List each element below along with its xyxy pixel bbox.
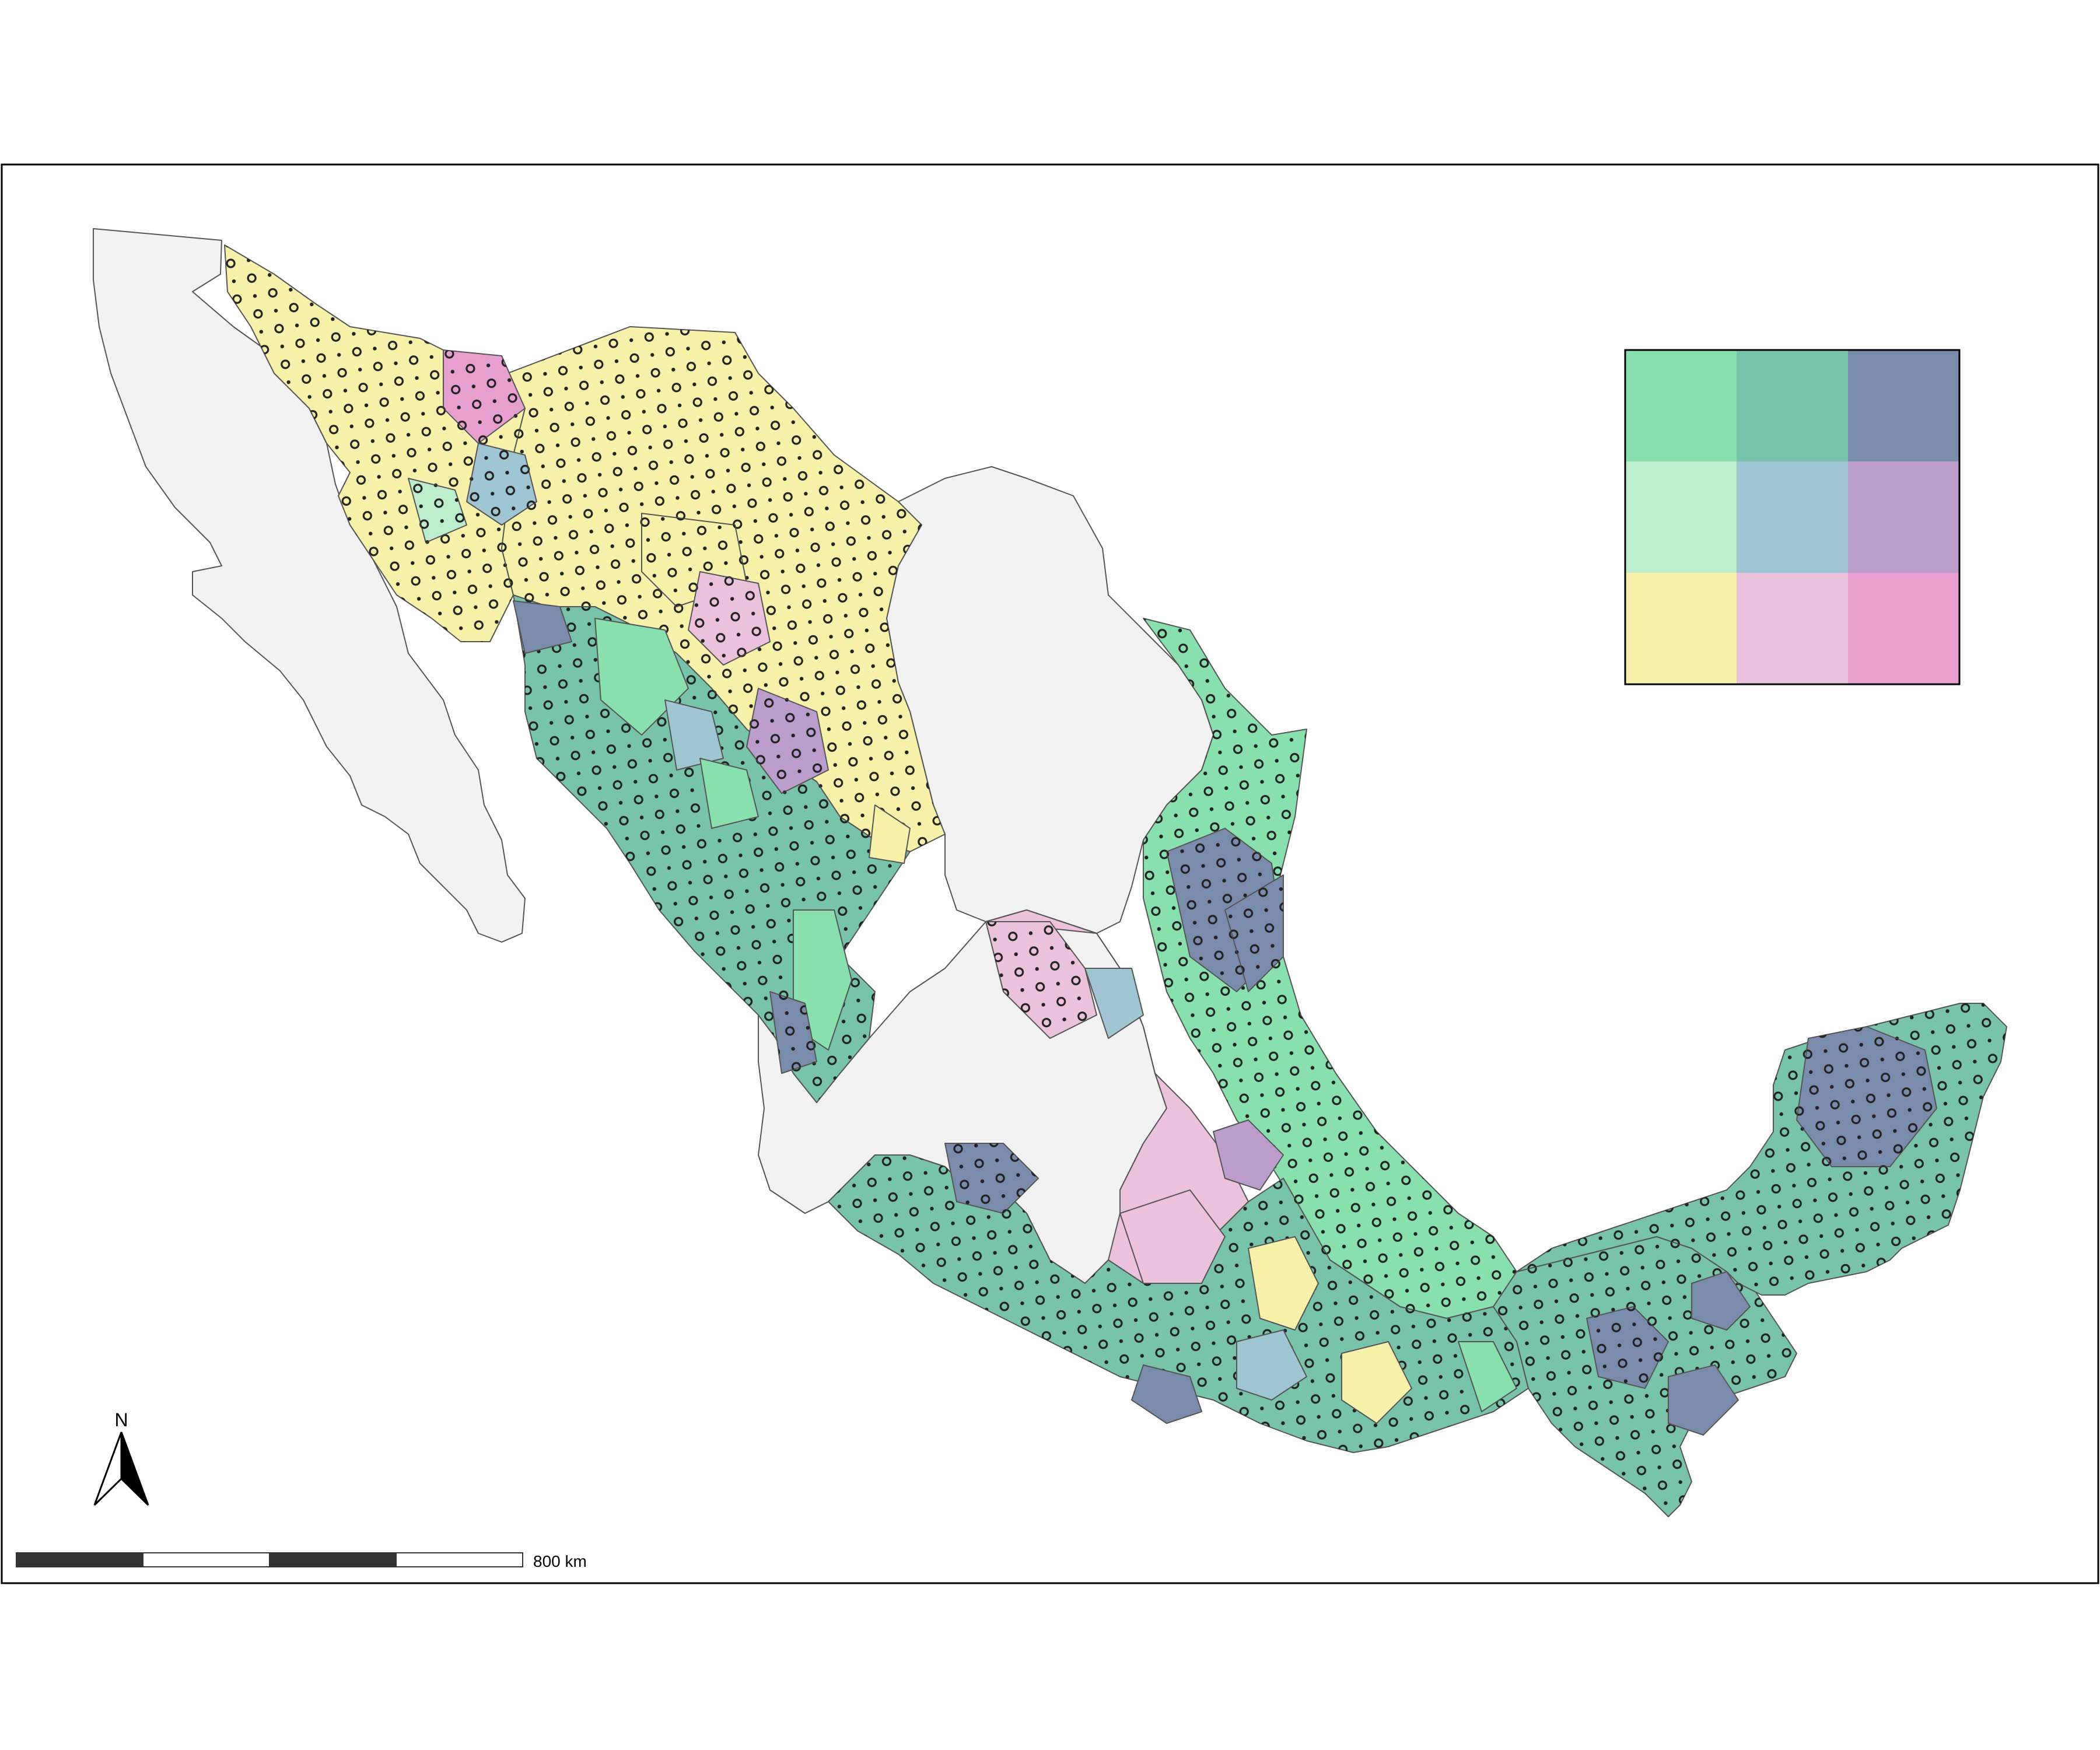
region-patch-hatch: [443, 350, 525, 443]
region-patch-hatch: [688, 572, 770, 665]
region-sonora-hatch: [225, 245, 525, 642]
scale-label: 800 km: [533, 1552, 587, 1570]
region-patch: [699, 758, 759, 829]
scale-segment: [16, 1552, 144, 1567]
scale-bar: 800 km: [16, 1552, 587, 1570]
region-patch: [1131, 1364, 1202, 1424]
region-patch-hatch: [408, 478, 467, 542]
north-arrow: N: [93, 1409, 149, 1506]
region-patch-hatch: [467, 443, 537, 525]
scale-segment: [396, 1552, 523, 1567]
legend-border: [1624, 349, 1961, 685]
legend-cell: [1737, 461, 1848, 573]
region-patch: [1213, 1119, 1284, 1191]
region-patch: [1458, 1341, 1517, 1412]
legend-cell: [1625, 461, 1737, 573]
legend-cell: [1737, 573, 1848, 684]
scale-segment: [142, 1552, 270, 1567]
region-patch: [1341, 1341, 1412, 1424]
region-patch: [1119, 1189, 1226, 1284]
region-patch-hatch: [747, 688, 828, 793]
scale-segment: [269, 1552, 397, 1567]
region-patch-hatch: [986, 922, 1097, 1038]
region-patch-hatch: [1797, 1027, 1937, 1167]
region-patch: [869, 804, 911, 864]
bivariate-legend: [1624, 349, 1961, 685]
region-patch: [1248, 1236, 1319, 1331]
legend-cell: [1737, 350, 1848, 461]
region-patch-hatch: [945, 1143, 1038, 1213]
legend-cell: [1848, 461, 1959, 573]
region-patch-hatch: [770, 992, 817, 1073]
region-patch: [513, 600, 572, 654]
region-tamaulipas-veracruz-hatch: [1143, 618, 1517, 1318]
north-label: N: [114, 1409, 128, 1430]
region-patch-hatch: [1225, 875, 1283, 992]
north-arrow-icon: [93, 1432, 149, 1506]
region-patch: [1084, 968, 1144, 1039]
region-patch: [1668, 1364, 1739, 1436]
regions-layer: [93, 228, 2007, 1517]
legend-cell: [1625, 350, 1737, 461]
region-patch: [594, 618, 689, 736]
region-patch-hatch: [1587, 1307, 1668, 1388]
region-patch: [664, 699, 724, 771]
legend-cell: [1848, 350, 1959, 461]
region-patch: [1236, 1329, 1307, 1401]
region-baja-california-no-data: [93, 228, 526, 943]
legend-cell: [1848, 573, 1959, 684]
region-patch: [1691, 1271, 1751, 1331]
legend-cell: [1625, 573, 1737, 684]
